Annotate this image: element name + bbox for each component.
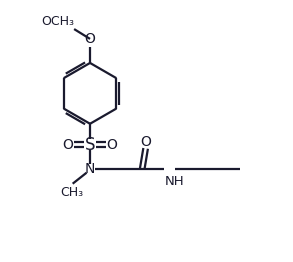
Text: O: O <box>85 32 96 46</box>
Text: O: O <box>63 138 74 152</box>
Text: S: S <box>85 136 95 154</box>
Text: CH₃: CH₃ <box>60 186 83 199</box>
Text: O: O <box>140 135 151 149</box>
Text: OCH₃: OCH₃ <box>41 15 74 28</box>
Text: O: O <box>107 138 117 152</box>
Text: NH: NH <box>164 175 184 188</box>
Text: N: N <box>85 162 95 176</box>
